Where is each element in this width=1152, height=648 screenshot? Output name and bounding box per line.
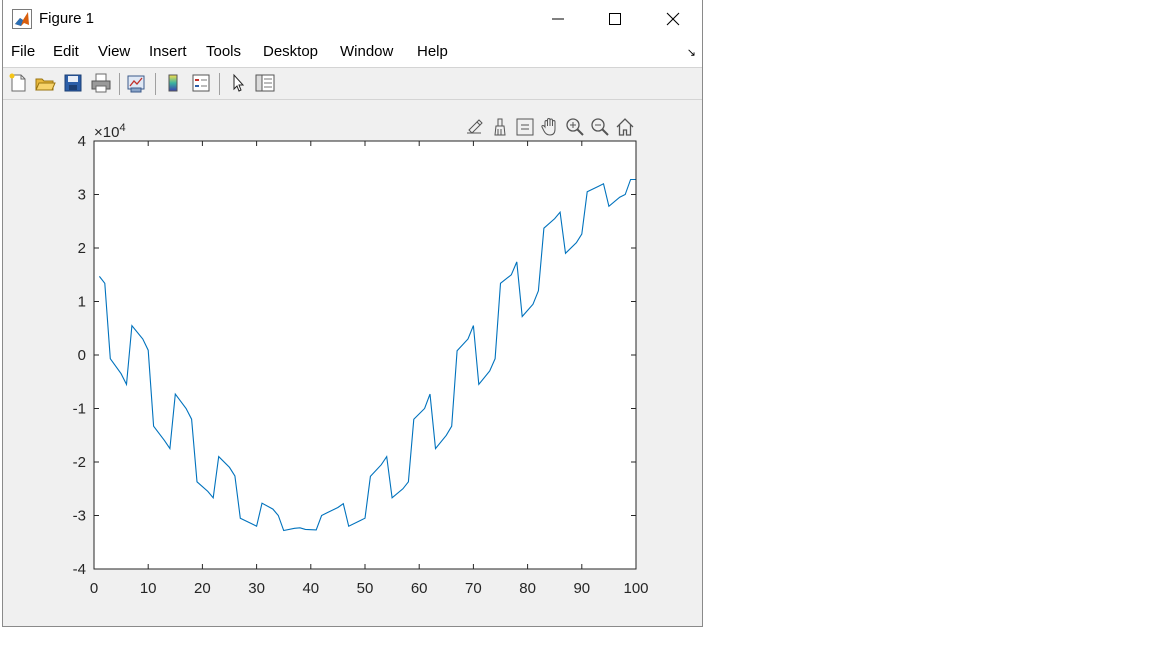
zoom-in-icon[interactable]	[564, 116, 586, 138]
property-inspector-icon[interactable]	[254, 72, 276, 94]
menu-tools[interactable]: Tools	[206, 43, 242, 60]
link-plot-icon[interactable]	[125, 72, 147, 94]
axes-box	[93, 140, 637, 570]
x-tick-label: 50	[357, 580, 374, 597]
save-icon[interactable]	[62, 72, 84, 94]
minimize-button[interactable]	[529, 0, 587, 38]
x-tick-label: 40	[302, 580, 319, 597]
y-tick-label: -2	[73, 454, 86, 471]
new-figure-icon[interactable]	[7, 72, 29, 94]
x-tick-label: 70	[465, 580, 482, 597]
menu-help[interactable]: Help	[417, 43, 448, 60]
close-button[interactable]	[644, 0, 702, 38]
y-tick-label: -1	[73, 401, 86, 418]
data-line	[98, 178, 636, 532]
zoom-out-icon[interactable]	[589, 116, 611, 138]
edit-plot-pointer-icon[interactable]	[227, 72, 249, 94]
toolbar-separator	[155, 73, 156, 95]
y-tick-label: -4	[73, 561, 86, 578]
x-tick-label: 30	[248, 580, 265, 597]
brush-icon[interactable]	[489, 116, 511, 138]
menu-desktop[interactable]: Desktop	[263, 43, 319, 60]
x-tick-label: 90	[573, 580, 590, 597]
x-tick-label: 0	[90, 580, 98, 597]
y-tick-label: 3	[78, 187, 86, 204]
figure-toolbar	[3, 67, 702, 100]
x-tick-label: 80	[519, 580, 536, 597]
axes-background	[94, 141, 636, 569]
toolbar-separator	[219, 73, 220, 95]
matlab-logo-icon	[12, 9, 32, 29]
menu-view[interactable]: View	[98, 43, 131, 60]
toolbar-separator	[119, 73, 120, 95]
x-tick-label: 100	[623, 580, 648, 597]
window-title: Figure 1	[39, 10, 95, 27]
y-tick-label: 2	[78, 240, 86, 257]
export-icon[interactable]	[464, 116, 486, 138]
menu-file[interactable]: File	[11, 43, 36, 60]
maximize-icon	[609, 13, 621, 25]
insert-legend-icon[interactable]	[190, 72, 212, 94]
dock-arrow-icon[interactable]: ↘	[686, 47, 696, 59]
title-bar: Figure 1	[3, 0, 702, 38]
y-tick-label: 0	[78, 347, 86, 364]
x-tick-label: 10	[140, 580, 157, 597]
exponent-power: 4	[119, 122, 125, 134]
y-tick-label: 1	[78, 294, 86, 311]
close-icon	[666, 12, 680, 26]
x-tick-label: 20	[194, 580, 211, 597]
x-tick-labels: 0 10 20 30 40 50 60 70 80 90 100	[90, 580, 649, 597]
x-tick-label: 60	[411, 580, 428, 597]
exponent-base: ×10	[94, 124, 119, 141]
menu-edit[interactable]: Edit	[53, 43, 79, 60]
exponent-label: ×104	[94, 122, 126, 141]
minimize-icon	[552, 18, 564, 20]
y-tick-label: 4	[78, 133, 86, 150]
maximize-button[interactable]	[586, 0, 644, 38]
menu-bar: File Edit View Insert Tools Desktop Wind…	[3, 38, 702, 67]
menu-insert[interactable]: Insert	[149, 43, 187, 60]
menu-window[interactable]: Window	[340, 43, 394, 60]
insert-colorbar-icon[interactable]	[162, 72, 184, 94]
datatip-icon[interactable]	[514, 116, 536, 138]
pan-icon[interactable]	[539, 116, 561, 138]
open-file-icon[interactable]	[34, 72, 56, 94]
y-tick-label: -3	[73, 508, 86, 525]
home-icon[interactable]	[614, 116, 636, 138]
print-icon[interactable]	[90, 72, 112, 94]
y-tick-labels: -4 -3 -2 -1 0 1 2 3 4	[73, 133, 86, 578]
